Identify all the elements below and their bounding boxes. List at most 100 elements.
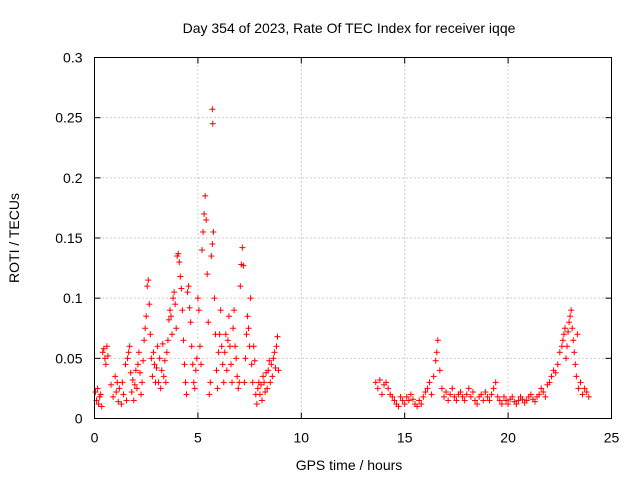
data-point xyxy=(144,283,151,290)
data-point xyxy=(153,364,160,371)
data-point xyxy=(433,349,440,356)
data-point xyxy=(221,349,228,356)
x-tick-label: 25 xyxy=(604,430,620,446)
x-tick-label: 15 xyxy=(397,430,413,446)
data-point xyxy=(567,313,574,320)
data-point xyxy=(243,331,250,338)
data-point xyxy=(249,379,256,386)
data-point xyxy=(218,343,225,350)
data-point xyxy=(149,373,156,380)
data-point xyxy=(164,337,171,344)
data-point xyxy=(260,373,267,380)
data-point xyxy=(272,364,279,371)
data-point xyxy=(563,355,570,362)
data-point xyxy=(451,393,458,400)
axis-ticks: 0 0.05 0.1 0.15 0.2 0.25 0.3 0 5 10 15 20 25 xyxy=(55,50,619,446)
data-point xyxy=(155,379,162,386)
data-point xyxy=(202,192,209,199)
data-point xyxy=(233,355,240,362)
data-point xyxy=(122,361,129,368)
data-point xyxy=(569,325,576,332)
data-point xyxy=(254,385,261,392)
y-tick-label: 0.1 xyxy=(63,290,83,306)
data-point xyxy=(434,337,441,344)
y-tick-label: 0.05 xyxy=(55,350,82,366)
data-point xyxy=(176,259,183,266)
data-point xyxy=(416,397,423,404)
data-point xyxy=(453,397,460,404)
data-point xyxy=(572,361,579,368)
data-point xyxy=(422,389,429,396)
data-point xyxy=(138,391,145,398)
data-point xyxy=(409,396,416,403)
data-point xyxy=(436,367,443,374)
data-point xyxy=(123,397,130,404)
data-point xyxy=(128,389,135,396)
data-point xyxy=(430,373,437,380)
data-point xyxy=(391,397,398,404)
data-point xyxy=(182,379,189,386)
x-tick-label: 5 xyxy=(194,430,202,446)
data-point xyxy=(257,381,264,388)
data-point xyxy=(141,337,148,344)
data-point xyxy=(219,361,226,368)
data-point xyxy=(162,379,169,386)
data-point xyxy=(116,385,123,392)
data-point xyxy=(424,385,431,392)
data-point xyxy=(478,391,485,398)
data-point xyxy=(158,367,165,374)
data-point xyxy=(498,401,505,408)
data-point xyxy=(385,385,392,392)
data-point xyxy=(146,301,153,308)
data-point xyxy=(269,373,276,380)
data-point xyxy=(226,343,233,350)
data-point xyxy=(438,385,445,392)
data-point xyxy=(240,262,247,269)
data-point xyxy=(403,393,410,400)
data-point xyxy=(201,210,208,217)
data-point xyxy=(480,397,487,404)
data-point xyxy=(139,379,146,386)
data-point xyxy=(163,349,170,356)
data-point xyxy=(115,398,122,405)
data-point xyxy=(154,343,161,350)
y-tick-label: 0 xyxy=(75,411,83,427)
data-point xyxy=(160,373,167,380)
data-point xyxy=(205,319,212,326)
data-point xyxy=(209,241,216,248)
data-point xyxy=(217,307,224,314)
data-point xyxy=(574,331,581,338)
data-point xyxy=(251,357,258,364)
data-point xyxy=(92,389,99,396)
data-point xyxy=(265,367,272,374)
data-point xyxy=(204,271,211,278)
data-point xyxy=(449,385,456,392)
data-point xyxy=(399,397,406,404)
data-point xyxy=(184,289,191,296)
data-point xyxy=(179,307,186,314)
data-point xyxy=(570,337,577,344)
data-point xyxy=(264,385,271,392)
data-point xyxy=(558,343,565,350)
data-point xyxy=(175,250,182,257)
data-point xyxy=(250,343,257,350)
data-point xyxy=(542,393,549,400)
data-point xyxy=(112,373,119,380)
x-tick-label: 10 xyxy=(294,430,310,446)
data-point xyxy=(186,304,193,311)
data-points xyxy=(92,106,592,410)
data-point xyxy=(503,397,510,404)
data-point xyxy=(372,379,379,386)
data-point xyxy=(540,389,547,396)
data-point xyxy=(566,319,573,326)
data-point xyxy=(151,361,158,368)
data-point xyxy=(150,349,157,356)
x-tick-label: 20 xyxy=(500,430,516,446)
data-point xyxy=(583,389,590,396)
data-point xyxy=(127,369,134,376)
data-point xyxy=(101,355,108,362)
data-point xyxy=(97,391,104,398)
data-point xyxy=(214,385,221,392)
data-point xyxy=(177,273,184,280)
data-point xyxy=(463,391,470,398)
